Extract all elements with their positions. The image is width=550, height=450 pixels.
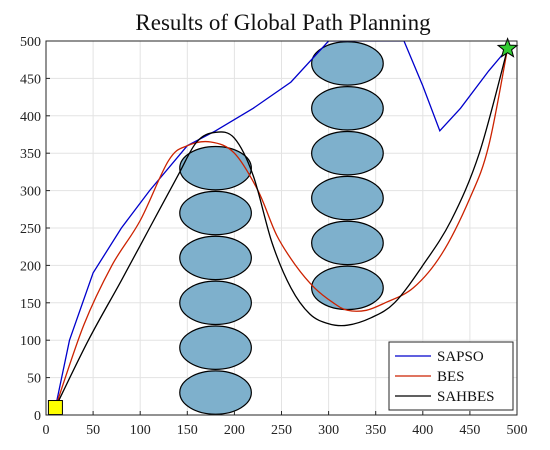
- obstacle: [179, 190, 252, 236]
- y-tick-label: 150: [20, 297, 41, 312]
- x-tick-label: 400: [412, 423, 433, 438]
- x-tick-label: 0: [43, 423, 50, 438]
- start-marker: [47, 400, 63, 416]
- y-tick-label: 250: [20, 222, 41, 237]
- x-tick-label: 150: [177, 423, 198, 438]
- obstacle: [311, 130, 384, 176]
- y-tick-label: 450: [20, 72, 41, 87]
- x-tick-label: 450: [459, 423, 480, 438]
- obstacles: [179, 41, 384, 415]
- x-tick-label: 200: [224, 423, 245, 438]
- y-tick-label: 500: [20, 35, 41, 50]
- x-tick-label: 100: [130, 423, 151, 438]
- series-line-sapso: [54, 41, 509, 408]
- y-tick-label: 50: [27, 372, 41, 387]
- x-tick-label: 500: [507, 423, 528, 438]
- obstacle: [311, 86, 384, 131]
- obstacle: [311, 41, 384, 86]
- obstacle: [179, 280, 252, 326]
- obstacle: [179, 145, 252, 191]
- obstacle: [179, 325, 252, 370]
- y-tick-label: 0: [34, 409, 41, 424]
- y-tick-label: 400: [20, 110, 41, 125]
- chart-title: Results of Global Path Planning: [135, 10, 431, 35]
- obstacle: [311, 175, 384, 221]
- x-axis-ticks: 0 50 100 150 200 250 300 350 400 450 500: [43, 411, 528, 438]
- x-tick-label: 250: [271, 423, 292, 438]
- y-tick-label: 200: [20, 259, 41, 274]
- y-axis-ticks: 0 50 100 150 200 250 300 350 400 450 500: [20, 35, 50, 424]
- obstacle: [179, 370, 252, 415]
- x-tick-label: 50: [86, 423, 100, 438]
- goal-marker: [496, 37, 519, 58]
- obstacle: [179, 235, 252, 281]
- x-tick-label: 300: [318, 423, 339, 438]
- legend-label: BES: [437, 369, 465, 385]
- legend-label: SAPSO: [437, 349, 484, 365]
- y-tick-label: 100: [20, 334, 41, 349]
- x-tick-label: 350: [365, 423, 386, 438]
- obstacle: [311, 265, 384, 311]
- obstacle: [311, 220, 384, 266]
- series-line-bes: [54, 48, 509, 408]
- series-line-sahbes: [54, 48, 509, 408]
- paths: [54, 41, 509, 408]
- y-tick-label: 300: [20, 185, 41, 200]
- legend: SAPSO BES SAHBES: [388, 341, 514, 411]
- legend-label: SAHBES: [437, 389, 495, 405]
- y-tick-label: 350: [20, 147, 41, 162]
